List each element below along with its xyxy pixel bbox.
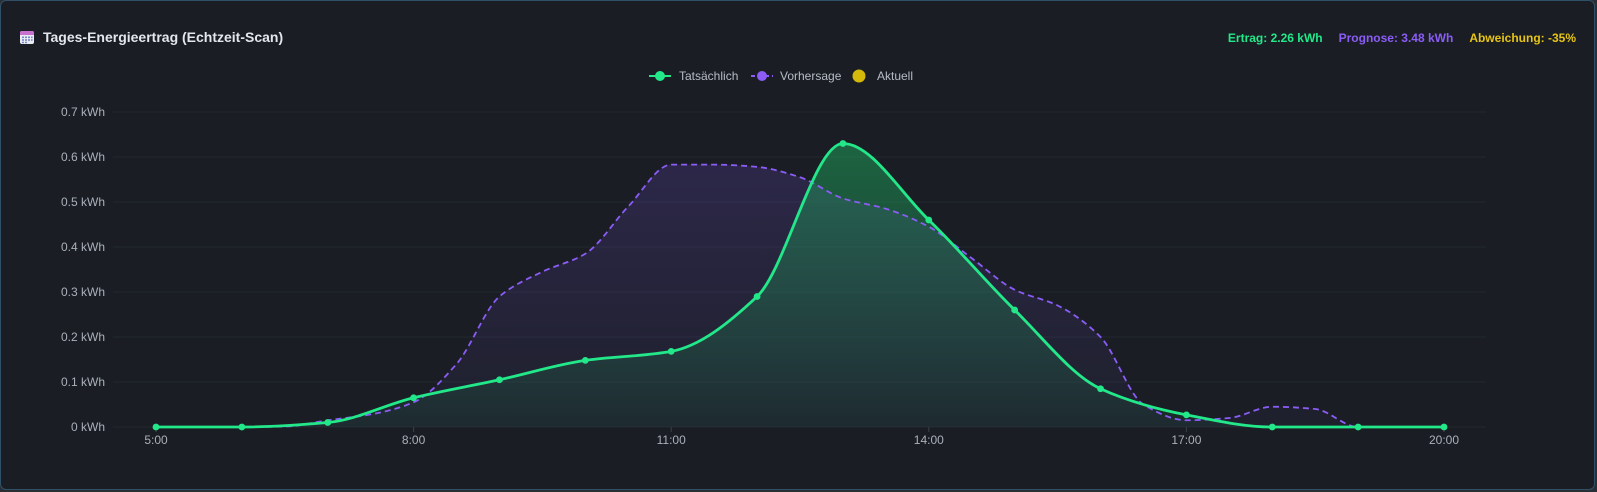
actual-point (1011, 306, 1019, 314)
y-tick-label: 0.1 kWh (61, 375, 105, 389)
actual-point (667, 348, 675, 355)
actual-point (581, 357, 589, 364)
chart-legend: Tatsächlich Vorhersage Aktuell (649, 69, 913, 83)
y-tick-label: 0.5 kWh (61, 195, 105, 209)
legend-marker-forecast (757, 71, 767, 81)
actual-point (1354, 423, 1362, 431)
actual-point (1440, 423, 1448, 431)
legend-marker-current (852, 69, 866, 83)
x-tick-label: 5:00 (144, 433, 168, 447)
panel-title-text: Tages-Energieertrag (Echtzeit-Scan) (43, 29, 284, 45)
actual-point (496, 376, 503, 384)
y-tick-label: 0 kWh (71, 420, 105, 434)
actual-point (410, 394, 417, 402)
stat-deviation: Abweichung: -35% (1469, 31, 1576, 45)
actual-area (156, 143, 1444, 427)
x-tick-label: 11:00 (657, 433, 686, 447)
y-tick-label: 0.2 kWh (61, 330, 105, 344)
actual-point (152, 423, 160, 431)
stat-forecast: Prognose: 3.48 kWh (1338, 31, 1454, 45)
stat-yield: Ertrag: 2.26 kWh (1227, 31, 1323, 45)
x-tick-label: 17:00 (1171, 433, 1201, 447)
actual-point (1268, 423, 1276, 431)
x-tick-label: 20:00 (1429, 433, 1459, 447)
actual-line (156, 142, 1444, 429)
y-tick-label: 0.7 kWh (61, 105, 105, 119)
actual-point (1183, 411, 1190, 419)
panel-header: Tages-Energieertrag (Echtzeit-Scan) Ertr… (19, 29, 1576, 51)
panel-title: Tages-Energieertrag (Echtzeit-Scan) (19, 29, 283, 45)
legend-label-actual: Tatsächlich (679, 69, 738, 83)
actual-point (324, 419, 332, 426)
actual-point (753, 293, 761, 300)
y-tick-label: 0.3 kWh (61, 285, 105, 299)
legend-label-current: Aktuell (877, 69, 913, 83)
legend-marker-actual (655, 71, 665, 81)
x-tick-label: 8:00 (402, 433, 426, 447)
y-tick-label: 0.4 kWh (61, 240, 105, 254)
actual-point (925, 216, 933, 224)
summary-stats: Ertrag: 2.26 kWh Prognose: 3.48 kWh Abwe… (1228, 31, 1576, 45)
actual-point (839, 140, 847, 147)
actual-point (238, 423, 246, 431)
actual-point (1097, 385, 1104, 393)
y-tick-label: 0.6 kWh (61, 150, 105, 164)
calendar-icon (20, 31, 34, 44)
x-tick-label: 14:00 (914, 433, 944, 447)
legend-label-forecast: Vorhersage (780, 69, 842, 83)
